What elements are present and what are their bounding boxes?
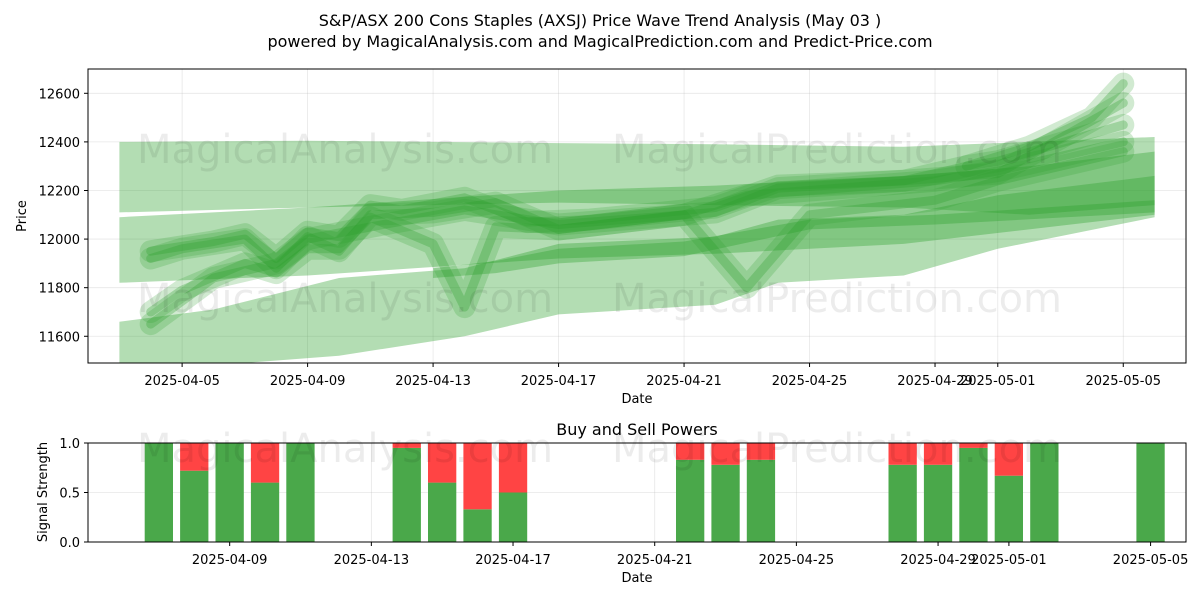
sell-power-bar bbox=[392, 443, 421, 448]
price-axes: 2025-04-05 2025-04-09 2025-04-13 2025-04-17… bbox=[39, 87, 1161, 389]
buy-power-bar bbox=[1136, 443, 1165, 542]
signal-x-tick-label: 2025-05-01 bbox=[971, 553, 1047, 568]
signal-x-axis-label: Date bbox=[621, 571, 652, 586]
buy-power-bar bbox=[215, 443, 244, 542]
sell-power-bar bbox=[676, 443, 705, 460]
price-y-tick-label: 11800 bbox=[39, 282, 80, 297]
price-wave-band bbox=[119, 151, 1155, 283]
price-wave-halo bbox=[139, 113, 1135, 270]
price-y-tick-label: 12600 bbox=[39, 87, 80, 102]
price-wave-line bbox=[146, 98, 1128, 329]
buy-power-bar bbox=[180, 470, 209, 542]
price-wave-line bbox=[146, 137, 1128, 273]
signal-x-tick-label: 2025-04-13 bbox=[334, 553, 410, 568]
price-x-tick-label: 2025-04-21 bbox=[646, 374, 722, 389]
buy-power-bar bbox=[392, 447, 421, 542]
signal-x-tick-label: 2025-04-17 bbox=[475, 553, 551, 568]
chart-title: S&P/ASX 200 Cons Staples (AXSJ) Price Wa… bbox=[319, 11, 882, 30]
buy-power-bar bbox=[250, 482, 280, 542]
buy-power-bar bbox=[923, 464, 953, 542]
sell-power-bar bbox=[711, 443, 740, 465]
signal-x-tick-label: 2025-05-05 bbox=[1113, 553, 1189, 568]
sell-power-bar bbox=[428, 443, 457, 483]
buy-power-bar bbox=[463, 509, 492, 542]
price-y-tick-label: 11600 bbox=[39, 330, 80, 345]
price-plot-frame bbox=[87, 68, 1187, 364]
price-wave-band bbox=[119, 137, 1155, 215]
signal-panel: Buy and Sell Powers MagicalAnalysis.com … bbox=[36, 420, 1188, 586]
buy-power-bar bbox=[498, 492, 528, 542]
watermark-prediction-top: MagicalPrediction.com bbox=[612, 127, 1062, 173]
price-x-tick-label: 2025-05-01 bbox=[960, 374, 1036, 389]
price-wave-band bbox=[433, 200, 1155, 278]
sell-power-bar bbox=[746, 443, 776, 460]
sell-power-bar bbox=[959, 443, 988, 448]
price-x-axis-label: Date bbox=[621, 392, 652, 407]
signal-panel-title: Buy and Sell Powers bbox=[556, 420, 718, 439]
sell-power-bar bbox=[180, 443, 209, 471]
chart-subtitle: powered by MagicalAnalysis.com and Magic… bbox=[267, 32, 932, 51]
watermark-analysis-bottom: MagicalAnalysis.com bbox=[137, 426, 553, 472]
buy-power-bar bbox=[676, 459, 705, 542]
price-wave-halo bbox=[139, 130, 1135, 280]
price-watermarks: MagicalAnalysis.com MagicalPrediction.co… bbox=[137, 127, 1062, 322]
price-wave-halo bbox=[139, 140, 1135, 323]
price-x-tick-label: 2025-05-05 bbox=[1085, 374, 1161, 389]
price-x-tick-label: 2025-04-13 bbox=[395, 374, 471, 389]
price-wave-bands bbox=[119, 72, 1155, 363]
price-x-tick-label: 2025-04-29 bbox=[897, 374, 973, 389]
signal-x-tick-label: 2025-04-09 bbox=[192, 553, 268, 568]
watermark-analysis-top: MagicalAnalysis.com bbox=[137, 127, 553, 173]
price-x-tick-label: 2025-04-25 bbox=[772, 374, 848, 389]
price-wave-line bbox=[146, 147, 1128, 317]
price-y-tick-label: 12400 bbox=[39, 136, 80, 151]
sell-power-bar bbox=[463, 443, 492, 510]
buy-power-bar bbox=[888, 464, 917, 542]
signal-x-tick-label: 2025-04-25 bbox=[759, 553, 835, 568]
signal-x-tick-label: 2025-04-29 bbox=[900, 553, 976, 568]
sell-power-bar bbox=[923, 443, 953, 465]
signal-x-tick-label: 2025-04-21 bbox=[617, 553, 693, 568]
price-x-tick-label: 2025-04-17 bbox=[521, 374, 597, 389]
price-wave-halo bbox=[955, 72, 1135, 178]
watermark-prediction-mid: MagicalPrediction.com bbox=[612, 276, 1062, 322]
watermark-analysis-mid: MagicalAnalysis.com bbox=[137, 276, 553, 322]
buy-power-bar bbox=[144, 443, 173, 542]
signal-y-tick-label: 1.0 bbox=[59, 437, 80, 452]
price-wave-line bbox=[961, 79, 1128, 171]
signal-y-tick-label: 0.0 bbox=[59, 536, 80, 551]
price-y-axis-label: Price bbox=[15, 200, 30, 232]
signal-axes: 2025-04-09 2025-04-13 2025-04-17 2025-04-21… bbox=[59, 437, 1188, 568]
sell-power-bar bbox=[250, 443, 280, 483]
price-wave-halo bbox=[139, 92, 1135, 336]
buy-power-bar bbox=[711, 464, 740, 542]
price-y-tick-label: 12200 bbox=[39, 184, 80, 199]
price-panel: MagicalAnalysis.com MagicalPrediction.co… bbox=[15, 68, 1187, 407]
price-y-tick-label: 12000 bbox=[39, 233, 80, 248]
buy-power-bar bbox=[994, 475, 1023, 542]
price-x-tick-label: 2025-04-09 bbox=[270, 374, 346, 389]
buy-power-bar bbox=[1030, 443, 1059, 542]
price-x-tick-label: 2025-04-05 bbox=[144, 374, 220, 389]
signal-y-axis-label: Signal Strength bbox=[36, 442, 51, 542]
buy-power-bar bbox=[428, 482, 457, 542]
price-grid bbox=[88, 69, 1186, 363]
price-wave-line bbox=[146, 120, 1128, 263]
buy-power-bar bbox=[286, 443, 315, 542]
buy-power-bar bbox=[959, 447, 988, 542]
price-mark-layer bbox=[119, 72, 1155, 363]
watermark-prediction-bottom: MagicalPrediction.com bbox=[612, 426, 1062, 472]
price-wave-band bbox=[119, 175, 1155, 363]
sell-power-bar bbox=[994, 443, 1023, 476]
signal-y-tick-label: 0.5 bbox=[59, 487, 80, 502]
sell-power-bar bbox=[888, 443, 917, 465]
signal-watermarks: MagicalAnalysis.com MagicalPrediction.co… bbox=[137, 426, 1062, 472]
sell-power-bar bbox=[498, 443, 528, 493]
buy-power-bar bbox=[746, 459, 776, 542]
signal-bars bbox=[144, 443, 1165, 542]
